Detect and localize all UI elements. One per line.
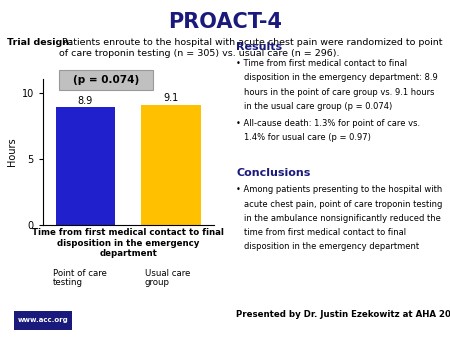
- Text: PROACT-4: PROACT-4: [168, 12, 282, 32]
- Text: 9.1: 9.1: [163, 93, 179, 103]
- Text: Trial design:: Trial design:: [7, 38, 72, 47]
- Text: Time from first medical contact to final
disposition in the emergency
department: Time from first medical contact to final…: [32, 228, 224, 258]
- Text: time from first medical contact to final: time from first medical contact to final: [244, 228, 406, 237]
- Text: in the usual care group (p = 0.074): in the usual care group (p = 0.074): [244, 102, 392, 111]
- Text: 8.9: 8.9: [78, 96, 93, 105]
- Text: 1.4% for usual care (p = 0.97): 1.4% for usual care (p = 0.97): [244, 133, 371, 142]
- Text: • All-cause death: 1.3% for point of care vs.: • All-cause death: 1.3% for point of car…: [236, 119, 420, 128]
- Text: www.acc.org: www.acc.org: [18, 317, 68, 323]
- Text: Usual care: Usual care: [145, 268, 190, 277]
- Bar: [56, 107, 115, 225]
- Text: Conclusions: Conclusions: [236, 168, 310, 178]
- Text: hours in the point of care group vs. 9.1 hours: hours in the point of care group vs. 9.1…: [244, 88, 435, 97]
- FancyBboxPatch shape: [58, 70, 153, 90]
- Text: Patients enroute to the hospital with acute chest pain were randomized to point : Patients enroute to the hospital with ac…: [59, 38, 443, 57]
- Bar: [141, 104, 201, 225]
- Text: group: group: [145, 279, 170, 287]
- Text: disposition in the emergency department: disposition in the emergency department: [244, 242, 419, 251]
- Text: • Time from first medical contact to final: • Time from first medical contact to fin…: [236, 59, 407, 68]
- Text: Results: Results: [236, 42, 283, 52]
- Text: Point of care: Point of care: [53, 268, 107, 277]
- Text: • Among patients presenting to the hospital with: • Among patients presenting to the hospi…: [236, 186, 442, 194]
- Text: disposition in the emergency department: 8.9: disposition in the emergency department:…: [244, 73, 438, 82]
- Text: in the ambulance nonsignificantly reduced the: in the ambulance nonsignificantly reduce…: [244, 214, 441, 223]
- Text: (p = 0.074): (p = 0.074): [72, 75, 139, 85]
- Y-axis label: Hours: Hours: [7, 138, 17, 166]
- Text: acute chest pain, point of care troponin testing: acute chest pain, point of care troponin…: [244, 200, 443, 209]
- Text: Presented by Dr. Justin Ezekowitz at AHA 2015: Presented by Dr. Justin Ezekowitz at AHA…: [236, 310, 450, 319]
- FancyBboxPatch shape: [8, 309, 78, 331]
- Text: testing: testing: [53, 279, 83, 287]
